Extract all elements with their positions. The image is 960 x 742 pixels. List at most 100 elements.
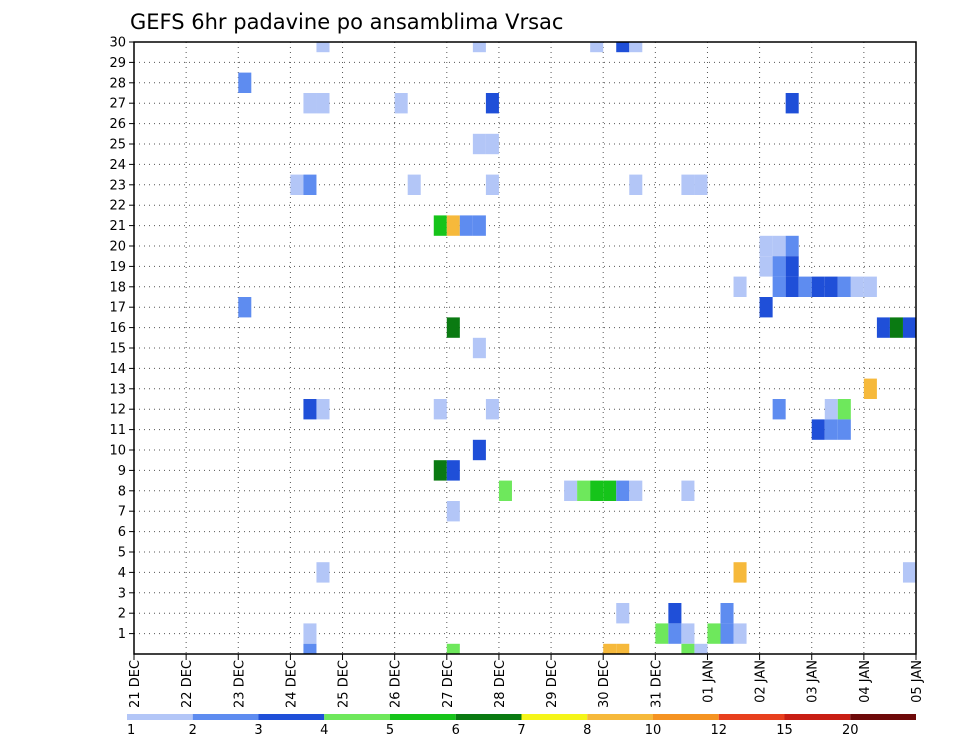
precip-cell bbox=[837, 419, 851, 440]
y-tick-label: 13 bbox=[109, 382, 126, 397]
precipitation-cells bbox=[238, 42, 916, 654]
y-tick-label: 5 bbox=[118, 546, 126, 561]
precip-cell bbox=[485, 93, 499, 114]
precip-cell bbox=[785, 93, 799, 114]
colorbar-swatch bbox=[455, 714, 522, 720]
precip-cell bbox=[759, 297, 773, 318]
x-axis: 21 DEC 22 DEC 23 DEC 24 DEC 25 DEC 26 DEC 27 D… bbox=[128, 654, 925, 708]
precip-cell bbox=[407, 174, 421, 195]
x-tick-label: 01 JAN bbox=[701, 660, 716, 703]
precip-cell bbox=[720, 603, 734, 624]
y-tick-label: 22 bbox=[109, 199, 126, 214]
precip-cell bbox=[785, 235, 799, 257]
colorbar-swatch bbox=[192, 714, 259, 720]
y-tick-label: 8 bbox=[118, 484, 126, 499]
y-tick-label: 26 bbox=[109, 117, 126, 132]
colorbar-label: 3 bbox=[254, 723, 262, 738]
precip-cell bbox=[772, 256, 786, 277]
precip-cell bbox=[472, 133, 486, 155]
x-tick-label: 31 DEC bbox=[649, 660, 664, 708]
y-tick-label: 14 bbox=[109, 362, 126, 377]
x-tick-label: 04 JAN bbox=[858, 660, 873, 703]
precip-cell bbox=[629, 42, 643, 53]
precip-cell bbox=[290, 174, 304, 195]
precip-cell bbox=[316, 562, 330, 583]
precip-cell bbox=[837, 399, 851, 420]
x-tick-label: 23 DEC bbox=[232, 660, 247, 708]
x-tick-label: 03 JAN bbox=[806, 660, 821, 703]
precip-cell bbox=[303, 93, 317, 114]
precip-cell bbox=[720, 623, 734, 644]
precip-cell bbox=[694, 174, 708, 195]
precip-cell bbox=[485, 133, 499, 155]
y-tick-label: 2 bbox=[118, 607, 126, 622]
precip-cell bbox=[303, 643, 317, 654]
precip-cell bbox=[681, 643, 695, 654]
colorbar-swatch bbox=[653, 714, 719, 720]
y-tick-label: 21 bbox=[109, 219, 126, 234]
colorbar-swatch bbox=[850, 714, 916, 720]
precip-cell bbox=[863, 378, 877, 399]
y-tick-label: 3 bbox=[118, 586, 126, 601]
colorbar-swatch bbox=[521, 714, 588, 720]
y-tick-label: 23 bbox=[109, 178, 126, 193]
precip-cell bbox=[681, 623, 695, 644]
x-tick-label: 25 DEC bbox=[337, 660, 352, 708]
precip-cell bbox=[472, 337, 486, 359]
colorbar-label: 12 bbox=[710, 723, 727, 738]
y-tick-label: 24 bbox=[109, 158, 126, 173]
precip-cell bbox=[446, 460, 460, 481]
precip-cell bbox=[772, 399, 786, 420]
precip-cell bbox=[446, 643, 460, 654]
precip-cell bbox=[303, 174, 317, 195]
precip-cell bbox=[459, 215, 473, 236]
colorbar-swatch bbox=[587, 714, 653, 720]
precip-cell bbox=[433, 399, 447, 420]
y-tick-label: 18 bbox=[109, 280, 126, 295]
precip-cell bbox=[902, 317, 916, 338]
x-tick-label: 28 DEC bbox=[493, 660, 508, 708]
precip-cell bbox=[629, 174, 643, 195]
precip-cell bbox=[772, 276, 786, 297]
precip-cell bbox=[850, 276, 864, 297]
precip-cell bbox=[798, 276, 812, 297]
precip-cell bbox=[811, 419, 825, 440]
y-tick-label: 25 bbox=[109, 138, 126, 153]
precip-cell bbox=[577, 480, 591, 501]
colorbar-swatch bbox=[127, 714, 193, 720]
precip-cell bbox=[394, 93, 408, 114]
precip-cell bbox=[707, 623, 721, 644]
precip-cell bbox=[811, 276, 825, 297]
y-tick-label: 11 bbox=[109, 423, 126, 438]
precip-cell bbox=[837, 276, 851, 297]
precip-cell bbox=[772, 235, 786, 257]
precip-cell bbox=[316, 93, 330, 114]
colorbar-label: 7 bbox=[517, 723, 525, 738]
precip-cell bbox=[603, 643, 617, 654]
colorbar-swatch bbox=[324, 714, 390, 720]
precip-cell bbox=[876, 317, 890, 338]
precip-cell bbox=[889, 317, 903, 338]
precip-cell bbox=[668, 603, 682, 624]
y-tick-label: 28 bbox=[109, 76, 126, 91]
precip-cell bbox=[446, 215, 460, 236]
y-tick-label: 12 bbox=[109, 403, 126, 418]
precip-cell bbox=[733, 562, 747, 583]
colorbar-swatch bbox=[718, 714, 785, 720]
precip-cell bbox=[303, 399, 317, 420]
precip-cell bbox=[485, 399, 499, 420]
colorbar: 1 2 3 4 5 6 7 8 10 12 15 20 bbox=[127, 714, 916, 738]
precip-cell bbox=[616, 603, 630, 624]
colorbar-label: 10 bbox=[645, 723, 662, 738]
y-tick-label: 19 bbox=[109, 260, 126, 275]
precip-cell bbox=[446, 501, 460, 522]
precip-cell bbox=[303, 623, 317, 644]
y-tick-label: 16 bbox=[109, 321, 126, 336]
precip-cell bbox=[498, 480, 512, 501]
colorbar-label: 8 bbox=[583, 723, 591, 738]
grid-lines bbox=[133, 41, 917, 654]
precip-cell bbox=[759, 235, 773, 257]
x-tick-label: 26 DEC bbox=[389, 660, 404, 708]
precip-cell bbox=[433, 215, 447, 236]
precip-cell bbox=[785, 276, 799, 297]
